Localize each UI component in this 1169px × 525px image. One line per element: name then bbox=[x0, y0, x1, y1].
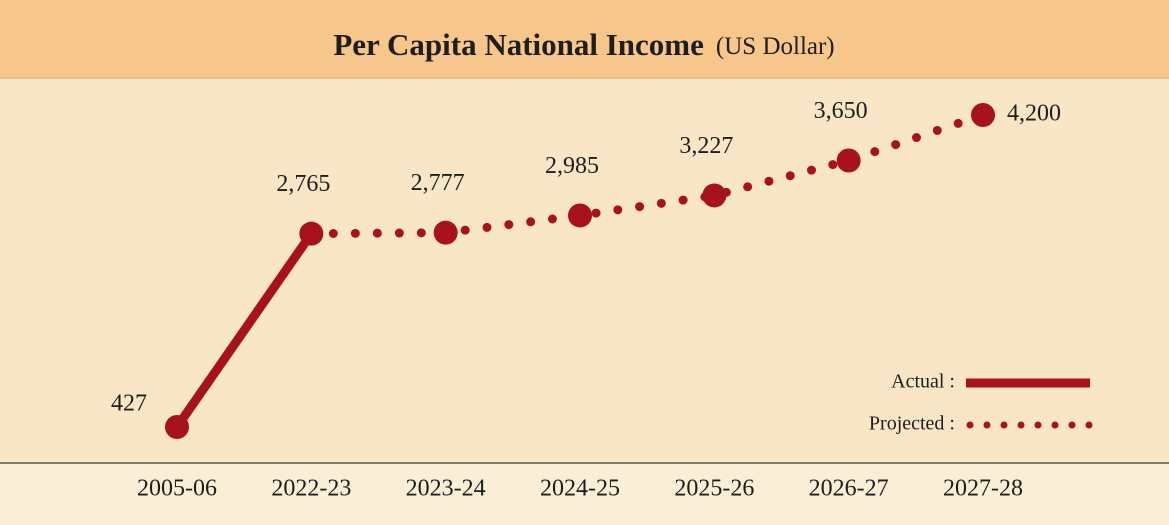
series-line bbox=[306, 110, 988, 239]
title: Per Capita National Income bbox=[333, 27, 704, 62]
data-point bbox=[165, 415, 189, 439]
legend-label: Actual : bbox=[891, 371, 955, 393]
data-label: 427 bbox=[111, 391, 147, 417]
data-point bbox=[433, 220, 458, 245]
data-label: 2,777 bbox=[411, 170, 465, 196]
series-line bbox=[172, 229, 316, 432]
data-label: 2,985 bbox=[545, 153, 599, 179]
x-tick-label: 2027-28 bbox=[943, 476, 1023, 502]
data-point bbox=[836, 148, 861, 173]
x-tick-label: 2025-26 bbox=[674, 476, 754, 502]
x-tick-label: 2005-06 bbox=[137, 476, 217, 502]
data-label: 4,200 bbox=[1007, 101, 1061, 127]
x-tick-label: 2024-25 bbox=[540, 476, 620, 502]
footer-band bbox=[0, 463, 1169, 525]
chart-title: Per Capita National Income (US Dollar) bbox=[333, 27, 834, 62]
data-point bbox=[299, 221, 324, 246]
header-band bbox=[0, 0, 1169, 78]
x-tick-label: 2023-24 bbox=[406, 476, 486, 502]
data-point bbox=[568, 203, 592, 228]
data-point bbox=[702, 183, 727, 208]
data-point bbox=[971, 103, 995, 127]
x-tick-label: 2022-23 bbox=[271, 476, 351, 502]
data-label: 2,765 bbox=[276, 171, 330, 197]
data-label: 3,227 bbox=[679, 133, 733, 159]
subtitle: (US Dollar) bbox=[716, 33, 835, 60]
legend-label: Projected : bbox=[869, 413, 955, 435]
data-label: 3,650 bbox=[814, 98, 868, 124]
x-tick-label: 2026-27 bbox=[809, 476, 889, 502]
